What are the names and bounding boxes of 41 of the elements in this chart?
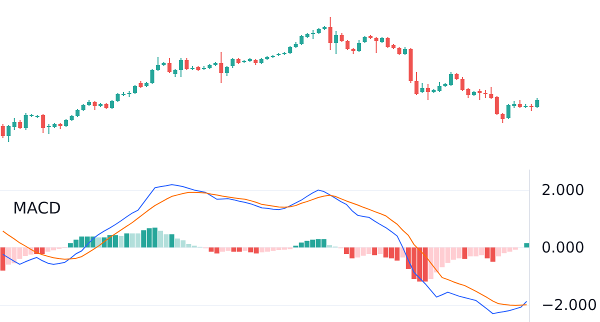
candlestick [178, 58, 183, 78]
candlestick [535, 98, 540, 108]
candlestick [224, 66, 229, 76]
candlestick [230, 58, 235, 68]
bar [372, 247, 378, 256]
candlestick [300, 34, 304, 46]
candlestick [437, 82, 442, 92]
candlestick [219, 52, 224, 84]
candlestick [500, 112, 505, 124]
y-tick-label: −2.000 [541, 296, 598, 314]
candlestick [167, 58, 172, 74]
y-tick-label: 0.000 [541, 238, 584, 256]
candlestick [346, 40, 350, 50]
candlestick [494, 96, 499, 116]
candlestick [334, 30, 338, 54]
candlestick [426, 84, 430, 100]
candlestick [328, 16, 332, 50]
bar [242, 247, 248, 251]
bar [169, 234, 174, 248]
y-tick-label: 2.000 [541, 181, 584, 200]
candlestick [414, 72, 418, 96]
bar [0, 247, 6, 271]
bar [524, 243, 530, 248]
candlestick [374, 36, 378, 54]
candlestick [150, 68, 154, 84]
bar [378, 247, 383, 254]
bar [124, 233, 130, 248]
candlestick [184, 58, 189, 70]
candlestick [156, 56, 160, 72]
candlestick [0, 124, 5, 138]
candlestick [420, 82, 424, 94]
candlestick [12, 118, 16, 130]
text: MACD [13, 198, 61, 218]
bar [118, 236, 124, 248]
candlestick [6, 124, 11, 142]
candlestick [357, 40, 362, 52]
candlestick [41, 114, 46, 134]
candlestick [489, 86, 494, 100]
candlestick [478, 88, 482, 100]
candlestick [448, 72, 453, 86]
bar [462, 247, 468, 259]
